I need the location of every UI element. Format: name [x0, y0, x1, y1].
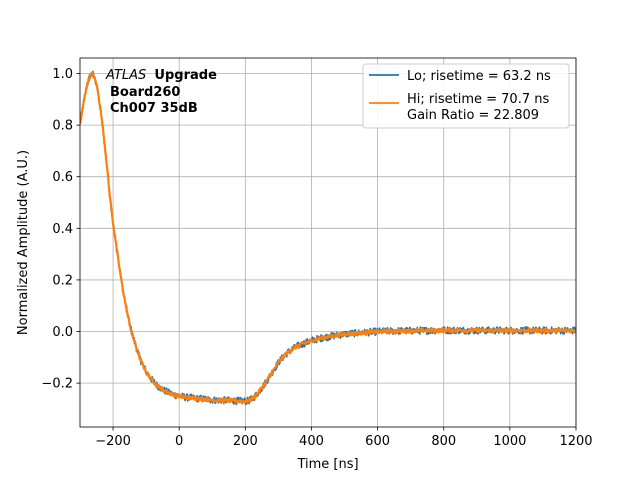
legend: Lo; risetime = 63.2 ns Hi; risetime = 70… — [362, 63, 570, 129]
x-tick-label: 1200 — [559, 434, 592, 449]
y-tick-label: 0.0 — [52, 325, 73, 340]
legend-label-hi: Hi; risetime = 70.7 ns Gain Ratio = 22.8… — [407, 92, 553, 123]
y-tick-label: 1.0 — [52, 67, 73, 82]
series-layer — [80, 70, 576, 406]
plot-frame — [79, 57, 577, 428]
x-tick-label: 800 — [431, 434, 456, 449]
legend-label-hi-line1: Hi; risetime = 70.7 ns — [407, 92, 549, 107]
y-axis-label: Normalized Amplitude (A.U.) — [16, 150, 31, 335]
x-axis-ticks: −200 0 200 400 600 800 1000 1200 — [95, 427, 593, 449]
atlas-annotation: ATLAS Upgrade Board260 Ch007 35dB — [105, 68, 217, 116]
y-tick-label: 0.4 — [52, 222, 73, 237]
x-tick-label: 400 — [299, 434, 324, 449]
y-tick-label: 0.8 — [52, 119, 73, 134]
x-tick-label: 600 — [365, 434, 390, 449]
y-tick-label: −0.2 — [41, 377, 73, 392]
x-axis-label: Time [ns] — [296, 457, 358, 472]
annotation-upgrade: Upgrade — [154, 68, 217, 83]
annotation-channel: Ch007 35dB — [110, 101, 198, 116]
legend-box — [362, 63, 570, 129]
annotation-experiment: ATLAS — [105, 68, 146, 83]
x-tick-label: 0 — [175, 434, 183, 449]
legend-label-hi-line2: Gain Ratio = 22.809 — [407, 108, 539, 123]
annotation-board: Board260 — [110, 85, 180, 100]
x-tick-label: 200 — [233, 434, 258, 449]
series-hi-line — [80, 71, 576, 404]
legend-label-lo: Lo; risetime = 63.2 ns — [407, 69, 551, 84]
x-tick-label: 1000 — [493, 434, 526, 449]
y-axis-ticks: −0.2 0.0 0.2 0.4 0.6 0.8 1.0 — [41, 67, 80, 392]
svg-text:ATLAS Upgrade: ATLAS Upgrade — [105, 68, 217, 83]
y-tick-label: 0.6 — [52, 170, 73, 185]
x-tick-label: −200 — [95, 434, 131, 449]
y-tick-label: 0.2 — [52, 273, 73, 288]
